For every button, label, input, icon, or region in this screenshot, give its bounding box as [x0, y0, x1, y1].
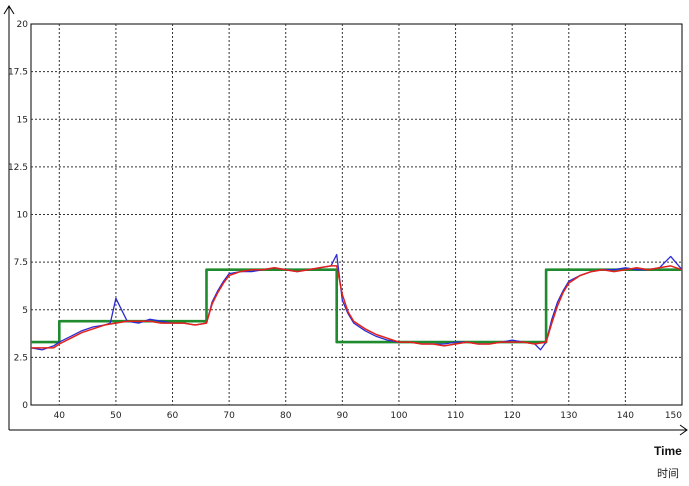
- x-tick-label: 110: [447, 411, 464, 421]
- x-tick-label: 90: [337, 411, 349, 421]
- series-layer: [30, 253, 683, 351]
- x-tick-label: 50: [110, 411, 122, 421]
- x-tick-label: 60: [167, 411, 179, 421]
- x-axis-label: Time: [654, 444, 682, 458]
- y-tick-label: 2.5: [14, 353, 28, 363]
- series-line-setpoint-step: [31, 268, 682, 344]
- y-tick-label: 17.5: [8, 68, 28, 78]
- y-tick-label: 7.5: [14, 258, 28, 268]
- y-tick-label: 10: [17, 211, 29, 221]
- series-line-measured-red: [31, 265, 683, 349]
- y-tick-label: 0: [22, 401, 28, 411]
- x-tick-label: 150: [665, 411, 682, 421]
- y-axis-arrow-icon: [3, 5, 15, 15]
- x-tick-label: 100: [390, 411, 407, 421]
- x-axis-label-secondary: 时间: [657, 467, 679, 480]
- x-tick-label: 40: [54, 411, 66, 421]
- x-tick-label: 80: [280, 411, 292, 421]
- tick-labels: 40 50 60 70 80 90 100 110 120 130 140 150 0 2.5 5 7.5 10…: [8, 20, 682, 421]
- x-tick-label: 140: [617, 411, 634, 421]
- x-tick-label: 130: [560, 411, 577, 421]
- x-axis-arrow-icon: [679, 424, 688, 436]
- axes: [3, 5, 688, 436]
- series-line-measured-blue: [30, 253, 683, 351]
- y-tick-label: 20: [17, 20, 29, 30]
- y-tick-label: 12.5: [8, 163, 28, 173]
- x-tick-label: 70: [223, 411, 235, 421]
- y-tick-label: 5: [22, 306, 28, 316]
- y-tick-label: 15: [17, 115, 28, 125]
- x-tick-label: 120: [504, 411, 521, 421]
